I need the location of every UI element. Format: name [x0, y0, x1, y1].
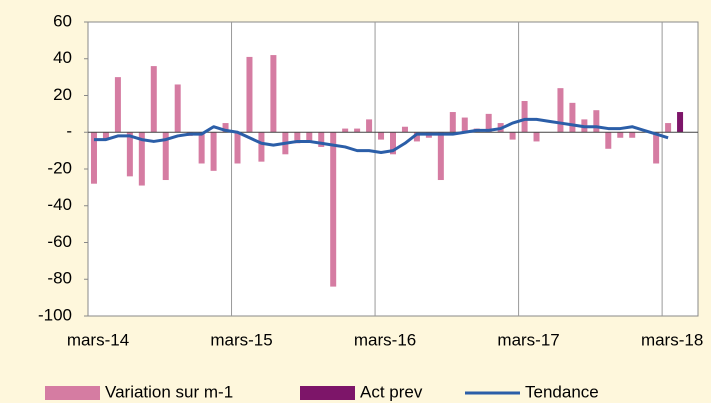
bar [318, 132, 325, 147]
bar [234, 132, 241, 164]
bar [342, 128, 349, 133]
bar [354, 128, 361, 133]
trend-line [93, 117, 669, 154]
y-tick-label: 60 [53, 11, 72, 30]
bar [270, 55, 277, 133]
bar [413, 132, 420, 142]
bar [509, 132, 516, 140]
legend-swatch [45, 386, 100, 400]
y-tick-label: -100 [38, 305, 72, 324]
bar [521, 101, 528, 133]
y-tick-label: -20 [47, 158, 72, 177]
legend-label: Tendance [525, 382, 599, 401]
x-tick-label: mars-18 [641, 330, 703, 349]
bar [593, 110, 600, 133]
bar [174, 84, 181, 133]
bar [306, 132, 313, 142]
y-tick-label: -80 [47, 269, 72, 288]
bar [605, 132, 612, 149]
legend-label: Variation sur m-1 [105, 382, 233, 401]
x-tick-label: mars-15 [210, 330, 272, 349]
y-tick-label: 20 [53, 85, 72, 104]
bar [557, 88, 564, 133]
y-tick-label: -60 [47, 232, 72, 251]
bar [401, 126, 408, 133]
bar [258, 132, 265, 162]
bar [150, 66, 157, 133]
bar [533, 132, 540, 142]
x-tick-label: mars-16 [354, 330, 416, 349]
bar [653, 132, 660, 164]
y-tick-label: 40 [53, 48, 72, 67]
x-tick-label: mars-17 [497, 330, 559, 349]
bar [461, 117, 468, 133]
bar [390, 132, 396, 155]
bar [114, 77, 121, 133]
bar [378, 132, 385, 140]
x-tick-label: mars-14 [67, 330, 129, 349]
bar [198, 132, 205, 164]
legend-swatch [300, 386, 355, 400]
bar [665, 123, 672, 133]
bar [330, 132, 337, 287]
bar [677, 112, 684, 133]
plot-area [87, 21, 699, 317]
y-tick-label: - [66, 122, 72, 141]
bar [162, 132, 169, 181]
bar [210, 132, 217, 171]
bar [449, 112, 456, 133]
bar [569, 102, 576, 133]
bar [138, 132, 145, 186]
bar [90, 132, 97, 184]
bar [485, 113, 492, 133]
bar [126, 132, 133, 177]
bar [246, 56, 253, 133]
bar [366, 119, 373, 133]
bar [629, 132, 636, 138]
y-tick-label: -40 [47, 195, 72, 214]
bar [617, 132, 624, 138]
bar [102, 132, 109, 140]
bar [437, 132, 444, 181]
bar [222, 123, 229, 133]
bar [294, 132, 301, 144]
legend-label: Act prev [360, 382, 423, 401]
